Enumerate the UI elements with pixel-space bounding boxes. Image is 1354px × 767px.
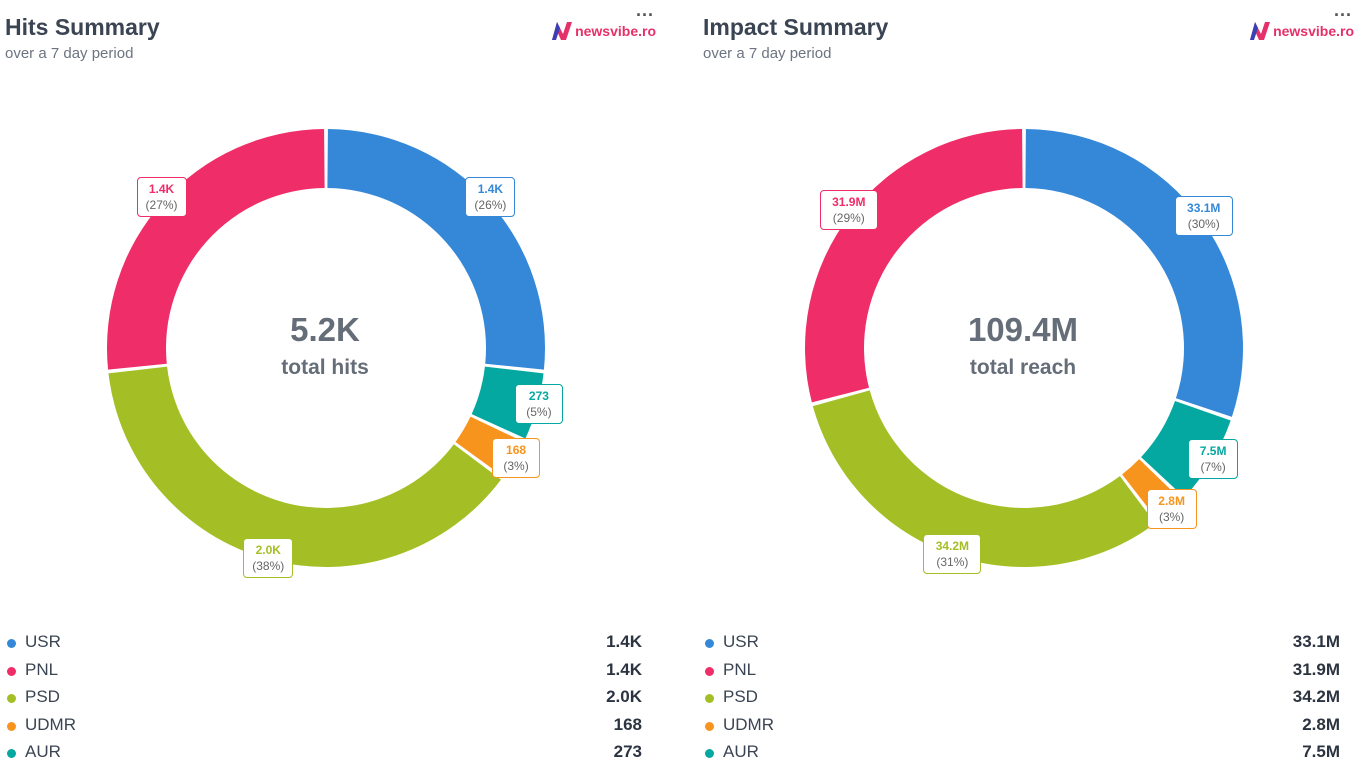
- slice-pnl[interactable]: [805, 129, 1023, 403]
- legend-dot-icon: [705, 639, 714, 648]
- more-options-icon[interactable]: ...: [635, 0, 654, 20]
- data-label-aur: 273 (5%): [514, 384, 563, 425]
- data-label-percent: (7%): [1200, 460, 1226, 475]
- newsvibe-logo: newsvibe.ro: [550, 20, 656, 42]
- data-label-usr: 1.4K (26%): [465, 177, 516, 218]
- data-label-value: 1.4K: [477, 182, 504, 197]
- more-options-icon[interactable]: ...: [1333, 0, 1352, 20]
- data-label-value: 31.9M: [832, 195, 866, 210]
- data-label-percent: (30%): [1187, 217, 1220, 232]
- legend-value: 2.0K: [606, 687, 642, 706]
- impact-summary-panel: Impact Summary over a 7 day period ... n…: [698, 0, 1354, 767]
- newsvibe-logo-icon: [1250, 22, 1271, 40]
- legend-value: 34.2M: [1292, 687, 1340, 706]
- legend-value: 1.4K: [606, 632, 642, 651]
- legend-dot-icon: [705, 694, 714, 703]
- panel-title: Hits Summary: [5, 14, 160, 40]
- legend-dot-icon: [7, 694, 16, 703]
- data-label-value: 7.5M: [1199, 444, 1227, 459]
- data-label-percent: (38%): [252, 559, 285, 574]
- data-label-percent: (3%): [503, 458, 529, 473]
- data-label-psd: 2.0K (38%): [243, 538, 294, 579]
- legend-value: 168: [613, 714, 642, 734]
- newsvibe-logo: newsvibe.ro: [1248, 20, 1354, 42]
- legend-label: USR: [723, 632, 759, 651]
- data-label-pnl: 1.4K (27%): [136, 177, 187, 218]
- legend-value: 2.8M: [1302, 714, 1340, 734]
- data-label-value: 273: [528, 389, 549, 404]
- legend-value: 273: [613, 742, 642, 761]
- legend-item-psd[interactable]: PSD 34.2M: [698, 684, 1354, 712]
- slice-usr[interactable]: [1025, 129, 1243, 417]
- slice-aur[interactable]: [1141, 400, 1231, 498]
- data-label-aur: 7.5M (7%): [1188, 439, 1239, 480]
- legend-item-psd[interactable]: PSD 2.0K: [0, 684, 660, 712]
- slice-psd[interactable]: [108, 366, 502, 567]
- legend-item-pnl[interactable]: PNL 1.4K: [0, 657, 660, 685]
- logo-text: newsvibe.ro: [575, 23, 656, 39]
- legend-item-aur[interactable]: AUR 7.5M: [698, 739, 1354, 767]
- data-label-percent: (26%): [474, 198, 507, 213]
- hits-summary-panel: Hits Summary over a 7 day period ... new…: [0, 0, 660, 767]
- data-label-percent: (29%): [832, 211, 865, 226]
- legend-label: AUR: [25, 742, 61, 761]
- data-label-udmr: 168 (3%): [492, 437, 541, 478]
- legend-item-aur[interactable]: AUR 273: [0, 739, 660, 767]
- legend-value: 33.1M: [1292, 632, 1340, 651]
- legend-dot-icon: [7, 721, 16, 731]
- slice-usr[interactable]: [327, 129, 546, 370]
- legend-dot-icon: [7, 749, 16, 758]
- slice-psd[interactable]: [812, 390, 1156, 567]
- legend-value: 7.5M: [1302, 742, 1340, 761]
- legend-item-usr[interactable]: USR 1.4K: [0, 629, 660, 657]
- panel-subtitle: over a 7 day period: [703, 45, 832, 62]
- legend-dot-icon: [705, 666, 714, 676]
- legend-label: PNL: [25, 659, 59, 679]
- data-label-percent: (3%): [1158, 510, 1185, 525]
- data-label-value: 168: [506, 442, 527, 457]
- legend-item-usr[interactable]: USR 33.1M: [698, 629, 1354, 657]
- data-label-value: 2.0K: [255, 543, 281, 558]
- legend-label: PSD: [723, 687, 758, 706]
- total-hits-label: total hits: [281, 356, 369, 379]
- newsvibe-logo-icon: [552, 22, 573, 40]
- legend-value: 31.9M: [1292, 659, 1340, 679]
- legend-dot-icon: [7, 639, 16, 648]
- legend-value: 1.4K: [606, 659, 642, 679]
- total-hits-value: 5.2K: [290, 311, 360, 348]
- legend-item-udmr[interactable]: UDMR 2.8M: [698, 712, 1354, 740]
- legend-dot-icon: [705, 721, 714, 731]
- total-reach-label: total reach: [969, 356, 1077, 379]
- legend-dot-icon: [7, 666, 16, 676]
- legend-label: AUR: [723, 742, 759, 761]
- data-label-percent: (5%): [526, 405, 552, 420]
- legend-item-udmr[interactable]: UDMR 168: [0, 712, 660, 740]
- legend-item-pnl[interactable]: PNL 31.9M: [698, 657, 1354, 685]
- data-label-value: 34.2M: [935, 539, 970, 554]
- data-label-value: 1.4K: [148, 182, 175, 197]
- slice-pnl[interactable]: [107, 129, 325, 370]
- panel-title: Impact Summary: [703, 14, 889, 40]
- data-label-usr: 33.1M (30%): [1174, 196, 1233, 237]
- data-label-pnl: 31.9M (29%): [819, 190, 878, 231]
- legend-label: PNL: [723, 659, 757, 679]
- data-label-psd: 34.2M (31%): [923, 534, 982, 575]
- data-label-value: 33.1M: [1187, 201, 1221, 216]
- data-label-value: 2.8M: [1158, 494, 1185, 509]
- impact-legend: USR 33.1M PNL 31.9M PSD 34.2M UDMR 2.8M …: [698, 629, 1354, 767]
- legend-label: USR: [25, 632, 61, 651]
- total-reach-value: 109.4M: [967, 311, 1079, 348]
- panel-subtitle: over a 7 day period: [5, 45, 134, 62]
- hits-legend: USR 1.4K PNL 1.4K PSD 2.0K UDMR 168 AUR …: [0, 629, 660, 767]
- legend-dot-icon: [705, 749, 714, 758]
- logo-text: newsvibe.ro: [1273, 23, 1354, 39]
- data-label-percent: (31%): [936, 555, 969, 570]
- legend-label: PSD: [25, 687, 60, 706]
- data-label-udmr: 2.8M (3%): [1146, 489, 1197, 530]
- legend-label: UDMR: [25, 714, 76, 734]
- legend-label: UDMR: [723, 714, 774, 734]
- data-label-percent: (27%): [145, 198, 178, 213]
